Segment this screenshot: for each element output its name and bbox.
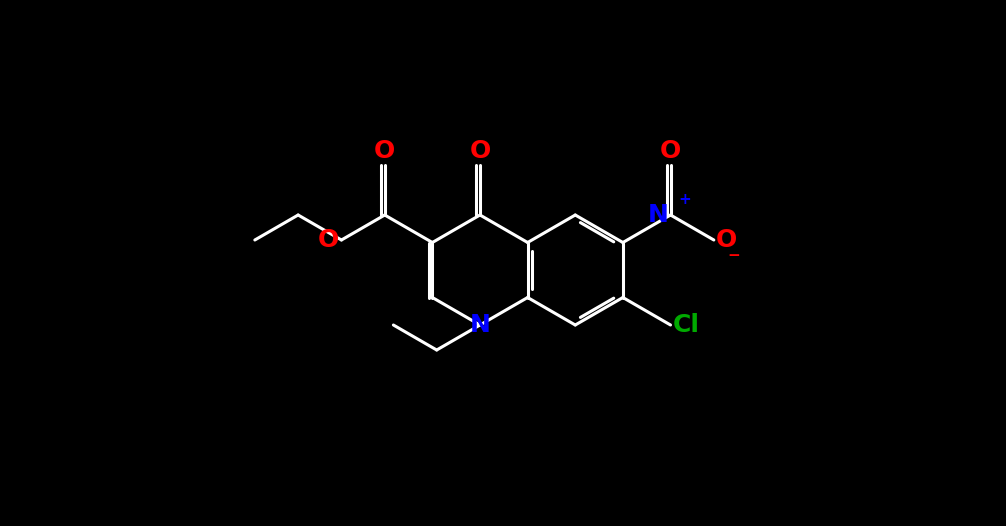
Text: O: O (660, 139, 681, 163)
Text: O: O (470, 139, 491, 163)
Text: O: O (716, 228, 737, 252)
Text: O: O (318, 228, 339, 252)
Text: −: − (727, 248, 740, 263)
Text: N: N (470, 313, 491, 337)
Text: Cl: Cl (673, 313, 699, 337)
Text: O: O (374, 139, 395, 163)
Text: +: + (678, 192, 691, 207)
Text: N: N (648, 203, 669, 227)
